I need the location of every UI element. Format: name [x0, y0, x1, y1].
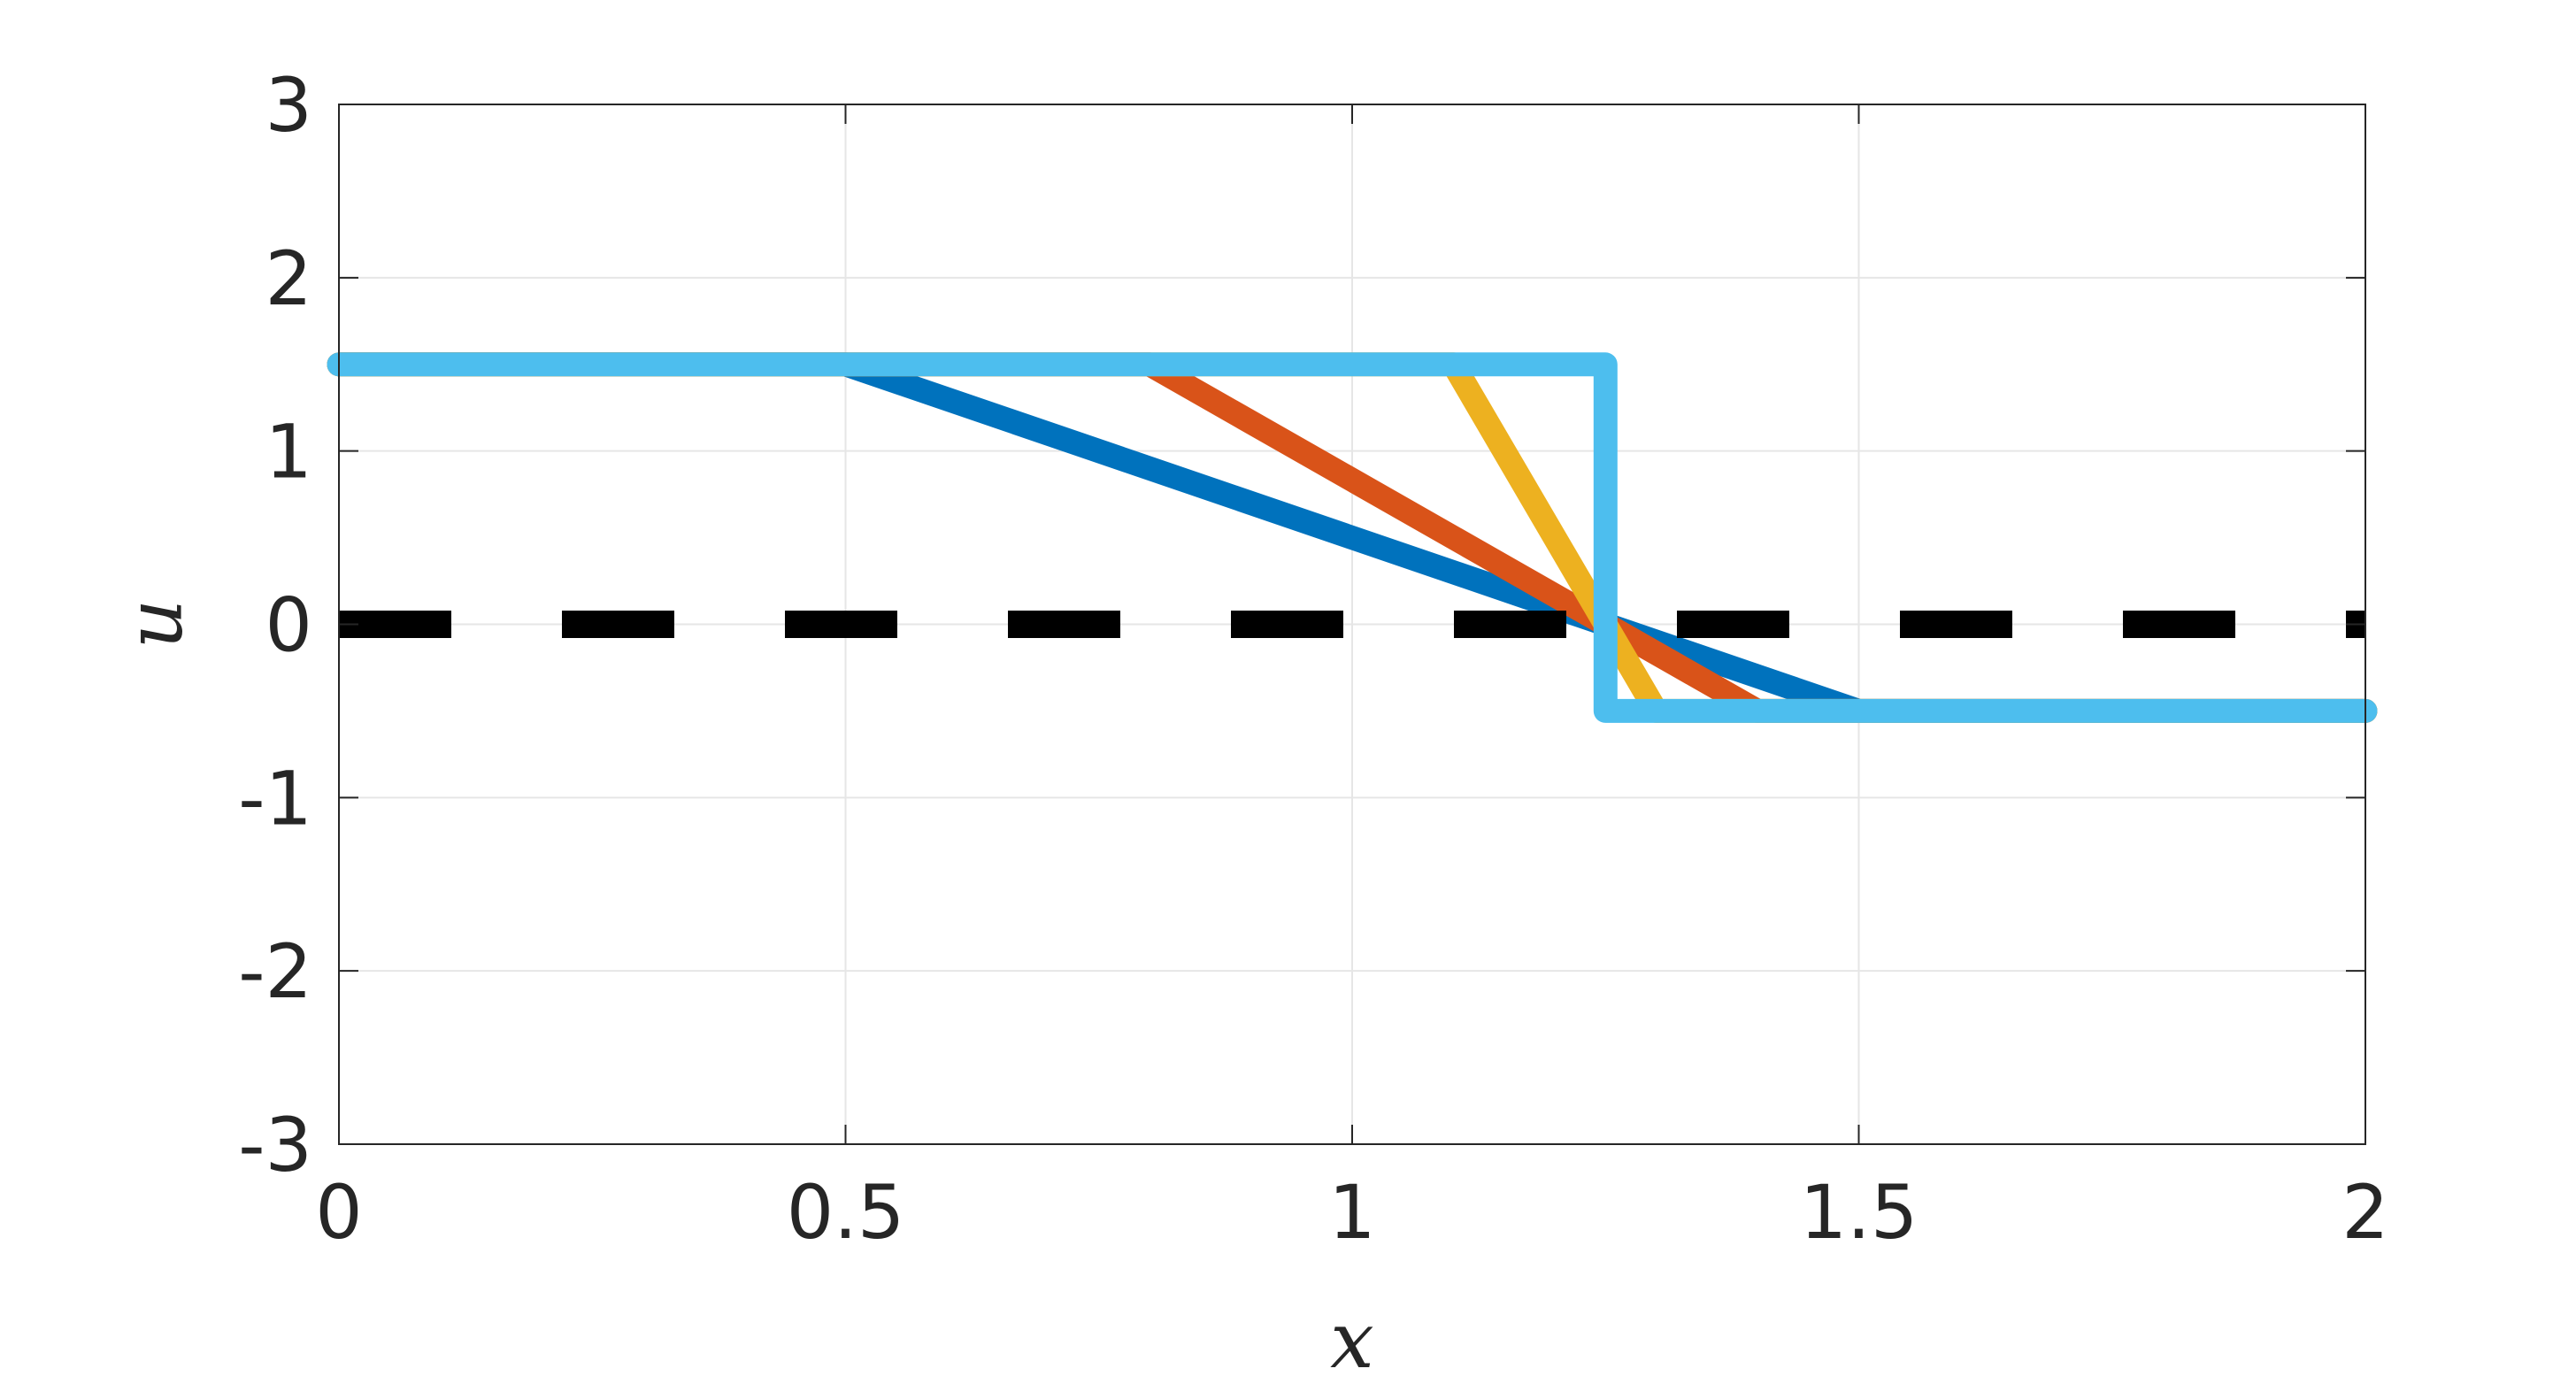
ticks: [338, 104, 2366, 1145]
y-tick-label: -3: [238, 1102, 312, 1188]
x-tick-label: 2: [2341, 1169, 2388, 1256]
x-tick-labels: 0 0.5 1 1.5 2: [315, 1169, 2388, 1256]
x-tick-label: 0.5: [787, 1169, 905, 1256]
series-line-4: [327, 352, 2378, 723]
grid: [338, 104, 2366, 1145]
y-tick-labels: -3 -2 -1 0 1 2 3: [238, 62, 312, 1188]
y-axis-label: u: [109, 599, 200, 650]
x-axis-label: x: [1330, 1295, 1374, 1384]
x-tick-label: 1.5: [1800, 1169, 1919, 1256]
x-tick-label: 1: [1328, 1169, 1375, 1256]
y-tick-label: 1: [265, 409, 312, 496]
y-tick-label: -2: [238, 928, 312, 1015]
y-tick-label: -1: [238, 755, 312, 842]
x-tick-label: 0: [315, 1169, 362, 1256]
y-tick-label: 2: [265, 235, 312, 322]
y-tick-label: 0: [265, 582, 312, 669]
series-group: [327, 352, 2378, 723]
y-tick-label: 3: [265, 62, 312, 149]
